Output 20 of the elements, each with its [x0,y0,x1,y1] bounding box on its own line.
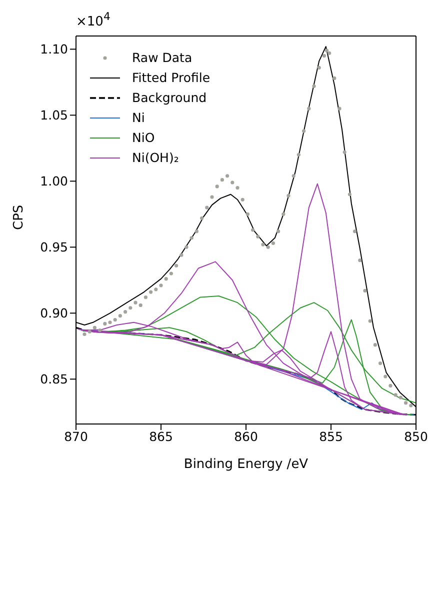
legend-label: NiO [132,129,155,147]
x-tick-label: 870 [64,428,88,444]
x-tick-label: 860 [234,428,258,444]
y-axis-title: CPS [12,204,27,230]
x-tick-label: 865 [149,428,173,444]
y-tick-label: 0.90 [40,306,68,321]
y-tick-label: 1.00 [40,174,68,189]
legend-label: Raw Data [132,49,192,67]
y-tick-label: 0.95 [40,240,68,255]
legend-label: Background [132,89,207,107]
x-tick-label: 855 [319,428,343,444]
legend-label: Fitted Profile [132,69,210,87]
legend-label: Ni [132,109,145,127]
y-tick-label: 1.05 [40,108,68,123]
x-tick-label: 850 [404,428,428,444]
text: ×10$^{4}$ [76,10,110,30]
y-tick-label: 0.85 [40,372,68,387]
legend-label: Ni(OH)₂ [132,149,179,167]
y-tick-label: 1.10 [40,42,68,57]
x-axis-title: Binding Energy /eV [184,457,308,472]
